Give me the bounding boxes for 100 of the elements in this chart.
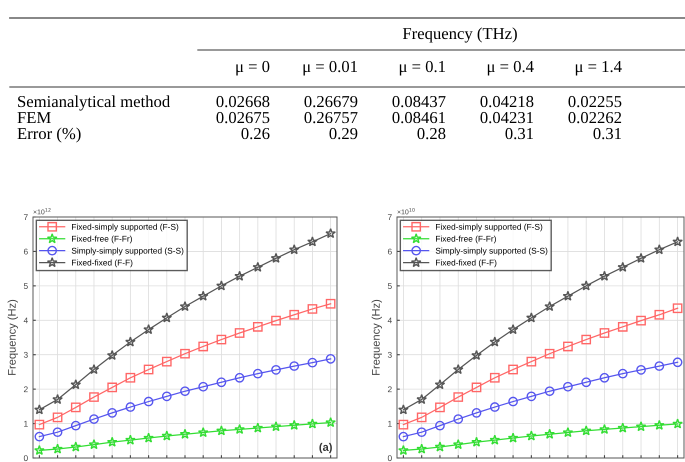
point [452, 364, 464, 374]
point [562, 290, 574, 301]
point [472, 382, 482, 392]
point [126, 402, 136, 412]
point [325, 228, 336, 238]
point [144, 396, 154, 406]
point [107, 408, 118, 418]
point [508, 432, 518, 443]
point [526, 356, 536, 366]
x-tick-label: μ = 0.1 [400, 60, 445, 76]
point [162, 392, 172, 402]
point [180, 428, 190, 439]
point [106, 436, 118, 447]
legend-label: Simply-simply supported (S-S) [72, 248, 184, 256]
y-tick-label: 2 [24, 386, 28, 392]
point [416, 394, 427, 404]
x-tick-label: μ = 0.4 [488, 60, 534, 76]
point [125, 434, 136, 445]
point [88, 364, 100, 374]
data-label: 0.08437 [392, 96, 446, 108]
point [654, 244, 665, 254]
data-label: 0.26757 [304, 112, 358, 124]
point [544, 300, 555, 312]
point [562, 426, 574, 438]
point [107, 382, 118, 392]
point [252, 368, 263, 379]
point [618, 368, 628, 379]
y-axis-title: Frequency (Hz) [372, 300, 382, 375]
point [600, 372, 610, 383]
point [672, 236, 683, 246]
point [617, 422, 628, 433]
point [180, 300, 190, 312]
data-label: 0.26 [241, 128, 270, 140]
point [544, 386, 554, 396]
point [161, 312, 172, 323]
point [672, 418, 683, 429]
y-tick-label: 0 [388, 455, 392, 462]
point [672, 303, 682, 314]
point [234, 328, 244, 338]
y-tick-label: 5 [388, 283, 392, 289]
point [580, 280, 592, 290]
point [581, 377, 592, 388]
point [216, 377, 226, 388]
point [453, 414, 464, 424]
legend-label: Fixed-simply supported (F-S) [72, 224, 178, 232]
y-tick-label: 4 [24, 318, 28, 324]
point [52, 412, 62, 422]
point [489, 434, 500, 445]
point [435, 402, 445, 412]
point [216, 334, 226, 344]
point [162, 356, 172, 366]
point [34, 432, 44, 442]
point [508, 396, 518, 406]
point [581, 334, 592, 344]
point [216, 425, 227, 436]
data-label: 0.02668 [216, 96, 270, 108]
point [198, 426, 209, 438]
y-tick-label: 7 [24, 214, 28, 220]
y-tick-label: 4 [388, 318, 392, 324]
point [234, 372, 244, 383]
point [252, 322, 263, 332]
data-label: 0.31 [593, 128, 621, 140]
point [416, 412, 427, 422]
point [508, 324, 518, 334]
point [52, 427, 62, 438]
x-tick-label: μ = 0 [236, 60, 270, 76]
point [161, 430, 172, 441]
point [289, 310, 300, 320]
data-label: 0.04218 [480, 96, 534, 108]
data-label: 0.28 [417, 128, 446, 140]
point [198, 290, 209, 301]
point [600, 328, 610, 338]
point [289, 361, 300, 371]
point [599, 424, 610, 434]
y-tick-label: Error (%) [17, 127, 81, 143]
point [526, 392, 536, 402]
data-label: 0.26679 [304, 96, 358, 108]
y-tick-label: 7 [388, 214, 392, 220]
y-tick-label: FEM [17, 112, 51, 124]
point [144, 364, 154, 374]
data-label: 0.08461 [392, 112, 445, 124]
point [471, 436, 482, 447]
point [544, 348, 554, 359]
point [490, 402, 500, 412]
y-tick-label: 3 [24, 352, 28, 358]
point [307, 236, 318, 246]
point [34, 420, 44, 430]
y-tick-label: 1 [388, 420, 392, 427]
legend-label: Fixed-fixed (F-F) [436, 259, 496, 268]
y-tick-label: 2 [388, 386, 392, 392]
point [34, 444, 45, 456]
point [234, 270, 245, 281]
point [70, 420, 81, 430]
point [452, 439, 464, 450]
y-tick-label: 6 [24, 248, 28, 255]
point [70, 441, 82, 452]
point [398, 404, 409, 414]
point [234, 424, 245, 434]
y-tick-label: 5 [24, 283, 28, 289]
point [326, 354, 336, 364]
